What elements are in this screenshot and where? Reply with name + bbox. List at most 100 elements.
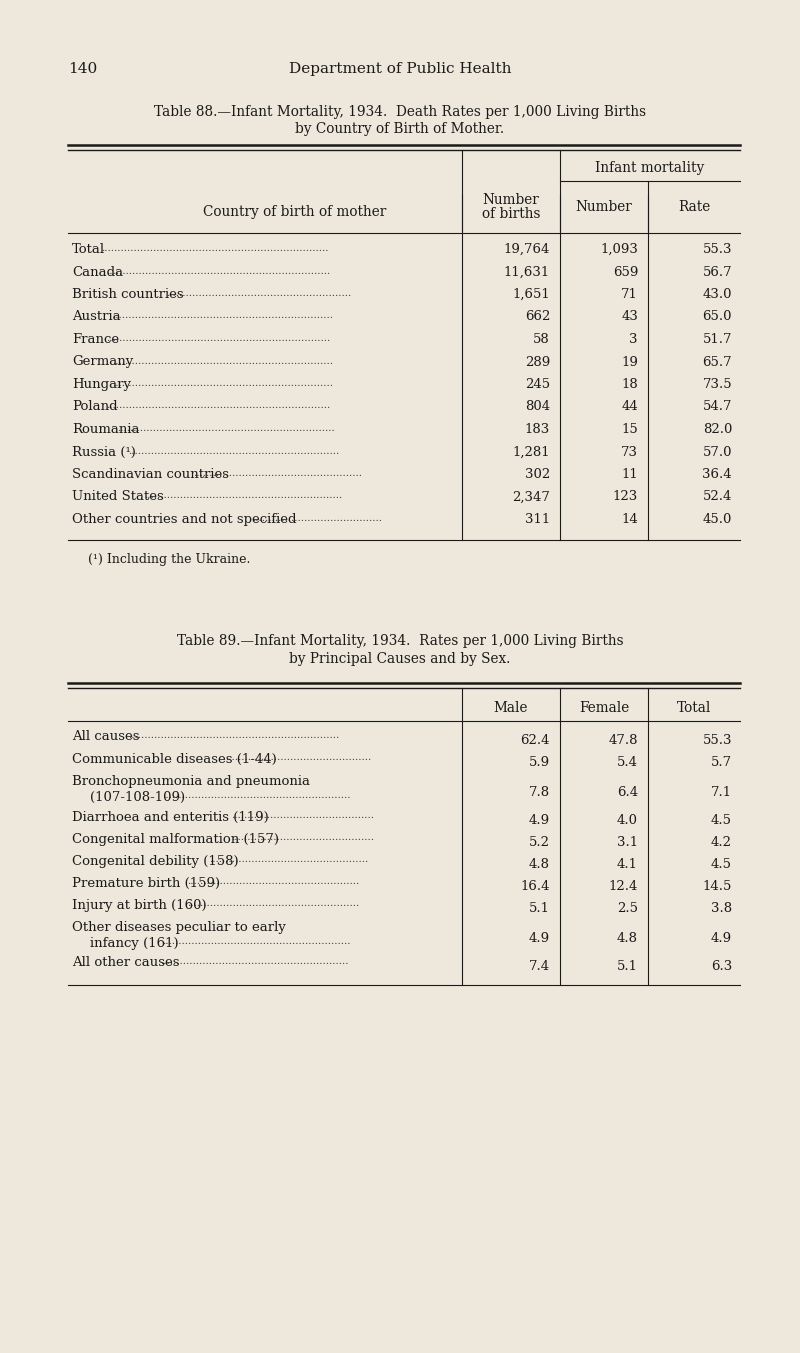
Text: 15: 15 bbox=[622, 423, 638, 436]
Text: Canada: Canada bbox=[72, 265, 123, 279]
Text: 71: 71 bbox=[621, 288, 638, 300]
Text: France: France bbox=[72, 333, 119, 346]
Text: 14.5: 14.5 bbox=[702, 881, 732, 893]
Text: 7.8: 7.8 bbox=[529, 786, 550, 800]
Text: 1,651: 1,651 bbox=[512, 288, 550, 300]
Text: 4.9: 4.9 bbox=[529, 932, 550, 946]
Text: Other countries and not specified: Other countries and not specified bbox=[72, 513, 297, 526]
Text: 5.4: 5.4 bbox=[617, 756, 638, 770]
Text: 4.9: 4.9 bbox=[711, 932, 732, 946]
Text: 43.0: 43.0 bbox=[702, 288, 732, 300]
Text: Bronchopneumonia and pneumonia: Bronchopneumonia and pneumonia bbox=[72, 774, 310, 787]
Text: 18: 18 bbox=[622, 377, 638, 391]
Text: 804: 804 bbox=[525, 400, 550, 414]
Text: 51.7: 51.7 bbox=[702, 333, 732, 346]
Text: 45.0: 45.0 bbox=[702, 513, 732, 526]
Text: 4.5: 4.5 bbox=[711, 859, 732, 871]
Text: Rate: Rate bbox=[678, 200, 710, 214]
Text: ..........................................................: ........................................… bbox=[162, 938, 350, 947]
Text: Premature birth (159): Premature birth (159) bbox=[72, 877, 220, 889]
Text: 5.7: 5.7 bbox=[711, 756, 732, 770]
Text: Diarrhoea and enteritis (119): Diarrhoea and enteritis (119) bbox=[72, 810, 269, 824]
Text: .........................................................: ........................................… bbox=[166, 290, 351, 298]
Text: infancy (161): infancy (161) bbox=[90, 936, 178, 950]
Text: ..........................................................: ........................................… bbox=[160, 958, 349, 966]
Text: Congenital debility (158): Congenital debility (158) bbox=[72, 855, 238, 867]
Text: 140: 140 bbox=[68, 62, 98, 76]
Text: 52.4: 52.4 bbox=[702, 491, 732, 503]
Text: 82.0: 82.0 bbox=[702, 423, 732, 436]
Text: ....................................................: ........................................… bbox=[193, 469, 362, 478]
Text: 4.5: 4.5 bbox=[711, 815, 732, 828]
Text: 65.7: 65.7 bbox=[702, 356, 732, 368]
Text: 55.3: 55.3 bbox=[702, 735, 732, 747]
Text: .....................................................: ........................................… bbox=[187, 900, 360, 908]
Text: Other diseases peculiar to early: Other diseases peculiar to early bbox=[72, 920, 286, 934]
Text: .................................................................: ........................................… bbox=[128, 446, 339, 456]
Text: 47.8: 47.8 bbox=[609, 735, 638, 747]
Text: .............................................: ........................................… bbox=[226, 754, 371, 763]
Text: .............................................................: ........................................… bbox=[144, 491, 342, 501]
Text: 6.3: 6.3 bbox=[710, 961, 732, 974]
Text: 123: 123 bbox=[613, 491, 638, 503]
Text: Scandinavian countries: Scandinavian countries bbox=[72, 468, 229, 482]
Text: 7.4: 7.4 bbox=[529, 961, 550, 974]
Text: All other causes: All other causes bbox=[72, 957, 179, 970]
Text: 58: 58 bbox=[534, 333, 550, 346]
Text: ......................................................................: ........................................… bbox=[101, 244, 329, 253]
Text: Country of birth of mother: Country of birth of mother bbox=[203, 206, 386, 219]
Text: by Country of Birth of Mother.: by Country of Birth of Mother. bbox=[295, 122, 505, 137]
Text: 6.4: 6.4 bbox=[617, 786, 638, 800]
Text: Roumania: Roumania bbox=[72, 423, 139, 436]
Text: 302: 302 bbox=[525, 468, 550, 482]
Text: 4.2: 4.2 bbox=[711, 836, 732, 850]
Text: Hungary: Hungary bbox=[72, 377, 131, 391]
Text: Table 88.—Infant Mortality, 1934.  Death Rates per 1,000 Living Births: Table 88.—Infant Mortality, 1934. Death … bbox=[154, 106, 646, 119]
Text: 55.3: 55.3 bbox=[702, 244, 732, 256]
Text: 56.7: 56.7 bbox=[702, 265, 732, 279]
Text: ...................................................................: ........................................… bbox=[118, 423, 335, 433]
Text: 73: 73 bbox=[621, 445, 638, 459]
Text: Table 89.—Infant Mortality, 1934.  Rates per 1,000 Living Births: Table 89.—Infant Mortality, 1934. Rates … bbox=[177, 635, 623, 648]
Text: 11: 11 bbox=[622, 468, 638, 482]
Text: 62.4: 62.4 bbox=[521, 735, 550, 747]
Text: 73.5: 73.5 bbox=[702, 377, 732, 391]
Text: 183: 183 bbox=[525, 423, 550, 436]
Text: 1,281: 1,281 bbox=[512, 445, 550, 459]
Text: 4.9: 4.9 bbox=[529, 815, 550, 828]
Text: 5.1: 5.1 bbox=[529, 902, 550, 916]
Text: 7.1: 7.1 bbox=[711, 786, 732, 800]
Text: Department of Public Health: Department of Public Health bbox=[289, 62, 511, 76]
Text: 57.0: 57.0 bbox=[702, 445, 732, 459]
Text: 16.4: 16.4 bbox=[521, 881, 550, 893]
Text: 14: 14 bbox=[622, 513, 638, 526]
Text: Communicable diseases (1-44): Communicable diseases (1-44) bbox=[72, 752, 277, 766]
Text: Number: Number bbox=[576, 200, 632, 214]
Text: 65.0: 65.0 bbox=[702, 310, 732, 323]
Text: ....................................................................: ........................................… bbox=[112, 356, 333, 365]
Text: ....................................................................: ........................................… bbox=[112, 379, 333, 388]
Text: 5.9: 5.9 bbox=[529, 756, 550, 770]
Text: United States: United States bbox=[72, 491, 164, 503]
Text: ..........................................................: ........................................… bbox=[162, 792, 350, 801]
Text: 12.4: 12.4 bbox=[609, 881, 638, 893]
Text: Number: Number bbox=[482, 193, 539, 207]
Text: 4.8: 4.8 bbox=[617, 932, 638, 946]
Text: ........................................: ........................................ bbox=[252, 514, 382, 524]
Text: 289: 289 bbox=[525, 356, 550, 368]
Text: 3.1: 3.1 bbox=[617, 836, 638, 850]
Text: All causes: All causes bbox=[72, 731, 139, 744]
Text: 44: 44 bbox=[622, 400, 638, 414]
Text: Total: Total bbox=[677, 701, 711, 714]
Text: 54.7: 54.7 bbox=[702, 400, 732, 414]
Text: Russia (¹): Russia (¹) bbox=[72, 445, 136, 459]
Text: of births: of births bbox=[482, 207, 540, 221]
Text: .....................................................: ........................................… bbox=[187, 878, 360, 886]
Text: British countries: British countries bbox=[72, 288, 184, 300]
Text: Austria: Austria bbox=[72, 310, 121, 323]
Text: .................................................: ........................................… bbox=[209, 855, 368, 865]
Text: 245: 245 bbox=[525, 377, 550, 391]
Text: 3: 3 bbox=[630, 333, 638, 346]
Text: (107-108-109): (107-108-109) bbox=[90, 790, 185, 804]
Text: Poland: Poland bbox=[72, 400, 118, 414]
